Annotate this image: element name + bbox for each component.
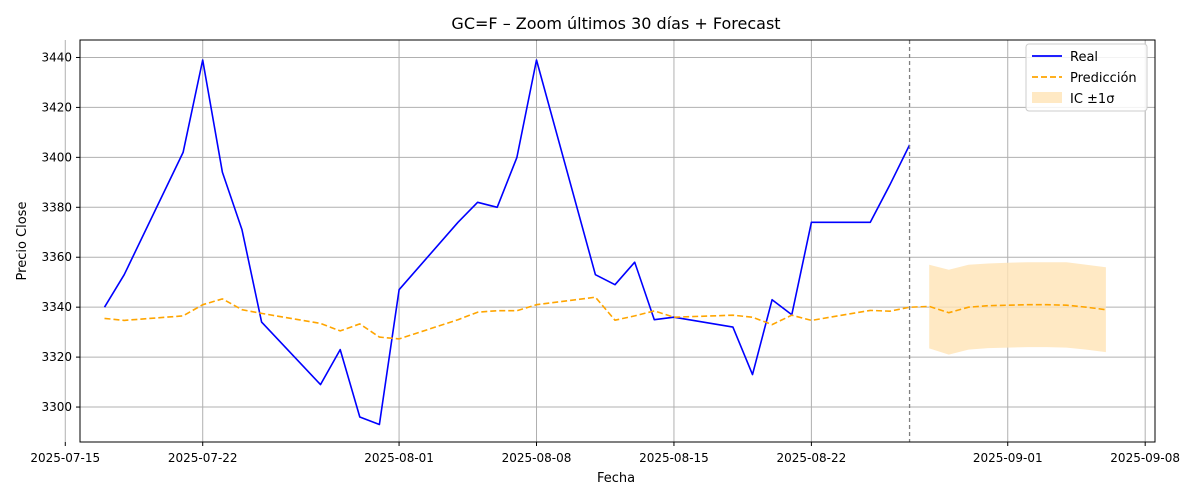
confidence-band-area — [929, 262, 1106, 355]
y-tick-label: 3400 — [41, 150, 72, 164]
legend-prediction-label: Predicción — [1070, 71, 1137, 86]
x-tick-label: 2025-08-08 — [502, 451, 572, 465]
y-tick-label: 3320 — [41, 350, 72, 364]
band-layer — [929, 262, 1106, 355]
grid-layer — [64, 40, 1155, 442]
legend-ci-label: IC ±1σ — [1070, 92, 1114, 107]
x-tick-label: 2025-07-22 — [168, 451, 238, 465]
legend-ci-swatch — [1032, 92, 1062, 103]
x-tick-label: 2025-08-15 — [639, 451, 709, 465]
y-axis: 3300 3320 3340 3360 3380 3400 3420 3440 — [41, 50, 80, 414]
legend-real-label: Real — [1070, 50, 1098, 65]
y-tick-label: 3420 — [41, 100, 72, 114]
y-tick-label: 3380 — [41, 200, 72, 214]
prediction-series-line — [104, 296, 1107, 340]
x-tick-label: 2025-09-01 — [973, 451, 1043, 465]
x-tick-label: 2025-08-22 — [777, 451, 847, 465]
x-tick-label: 2025-07-15 — [30, 451, 100, 465]
y-tick-label: 3300 — [41, 400, 72, 414]
y-tick-label: 3340 — [41, 300, 72, 314]
legend: Real Predicción IC ±1σ — [1025, 43, 1148, 112]
x-tick-label: 2025-08-01 — [364, 451, 434, 465]
series-layer — [103, 59, 1107, 426]
x-tick-label: 2025-09-08 — [1110, 451, 1180, 465]
chart-title: GC=F – Zoom últimos 30 días + Forecast — [451, 14, 780, 33]
plot-area-frame — [79, 39, 1156, 443]
y-axis-label: Precio Close — [15, 202, 30, 281]
x-axis-label: Fecha — [597, 471, 635, 486]
y-tick-label: 3440 — [41, 50, 72, 64]
real-series-line — [103, 59, 911, 426]
x-axis: 2025-07-15 2025-07-22 2025-08-01 2025-08-08… — [30, 442, 1180, 465]
y-tick-label: 3360 — [41, 250, 72, 264]
